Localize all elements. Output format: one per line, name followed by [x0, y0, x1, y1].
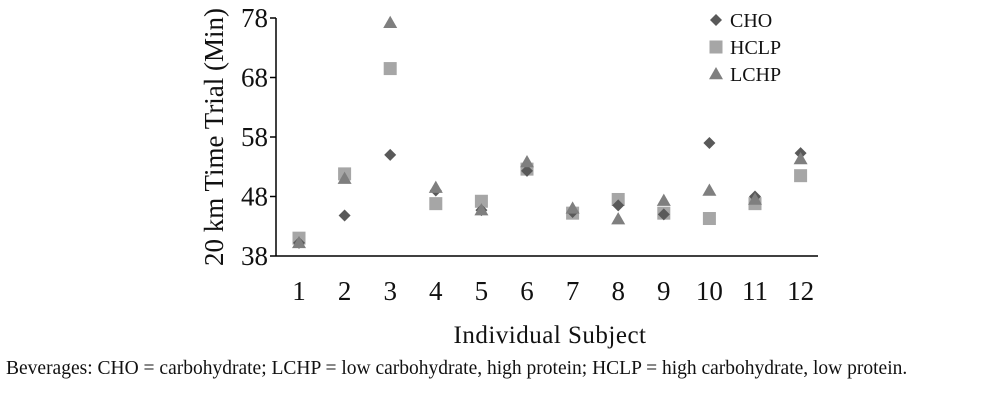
point-lchp	[565, 201, 580, 214]
x-axis-label: Individual Subject	[454, 322, 647, 349]
y-tick-label: 78	[241, 3, 268, 33]
point-lchp	[474, 203, 489, 216]
figure-caption: Beverages: CHO = carbohydrate; LCHP = lo…	[6, 358, 908, 379]
point-cho	[521, 164, 533, 177]
legend-marker-cho	[710, 14, 722, 26]
point-lchp	[292, 235, 306, 249]
series-lchp	[292, 15, 808, 249]
point-cho	[612, 199, 625, 212]
point-lchp	[383, 15, 398, 29]
x-tick-label: 8	[611, 276, 625, 306]
point-lchp	[428, 180, 443, 193]
series-cho	[293, 136, 807, 249]
x-tick-label: 5	[475, 276, 489, 306]
point-lchp	[748, 192, 762, 205]
series-hclp	[292, 62, 808, 245]
legend-label-lchp: LCHP	[730, 64, 781, 86]
y-tick-label: 58	[241, 122, 268, 152]
point-cho	[338, 209, 351, 222]
x-tick-label: 9	[657, 276, 671, 306]
data-points	[292, 15, 808, 249]
legend-marker-lchp	[709, 67, 723, 80]
x-tick-label: 3	[383, 276, 397, 306]
legend: CHO HCLP LCHP	[709, 10, 781, 86]
x-tick-label: 6	[520, 276, 534, 306]
point-cho	[384, 148, 397, 161]
x-tick-label: 11	[742, 276, 768, 306]
point-lchp	[793, 152, 808, 165]
y-tick-label: 68	[241, 63, 268, 93]
point-hclp	[474, 194, 488, 208]
point-hclp	[702, 212, 716, 226]
x-tick-label: 4	[429, 276, 443, 306]
x-ticks: 1 2 3 4 5 6 7 8 9 10 11 12	[292, 276, 814, 306]
y-tick-label: 38	[241, 241, 268, 271]
y-tick-label: 48	[241, 182, 268, 212]
point-hclp	[429, 197, 443, 211]
point-cho	[703, 136, 716, 149]
x-tick-label: 2	[338, 276, 352, 306]
x-tick-label: 7	[566, 276, 580, 306]
point-cho	[657, 208, 670, 221]
legend-marker-hclp	[709, 40, 723, 54]
y-axis-label: 20 km Time Trial (Min)	[199, 8, 229, 266]
legend-label-cho: CHO	[730, 10, 772, 32]
point-lchp	[520, 154, 534, 168]
legend-label-hclp: HCLP	[730, 37, 781, 59]
y-ticks: 38 48 58 68 78	[241, 3, 276, 271]
point-hclp	[383, 62, 397, 76]
x-tick-label: 12	[787, 276, 814, 306]
x-tick-label: 1	[292, 276, 306, 306]
point-hclp	[794, 169, 808, 183]
point-lchp	[656, 193, 671, 206]
x-tick-label: 10	[696, 276, 723, 306]
point-lchp	[337, 171, 352, 184]
point-lchp	[611, 212, 626, 225]
point-lchp	[702, 183, 717, 196]
